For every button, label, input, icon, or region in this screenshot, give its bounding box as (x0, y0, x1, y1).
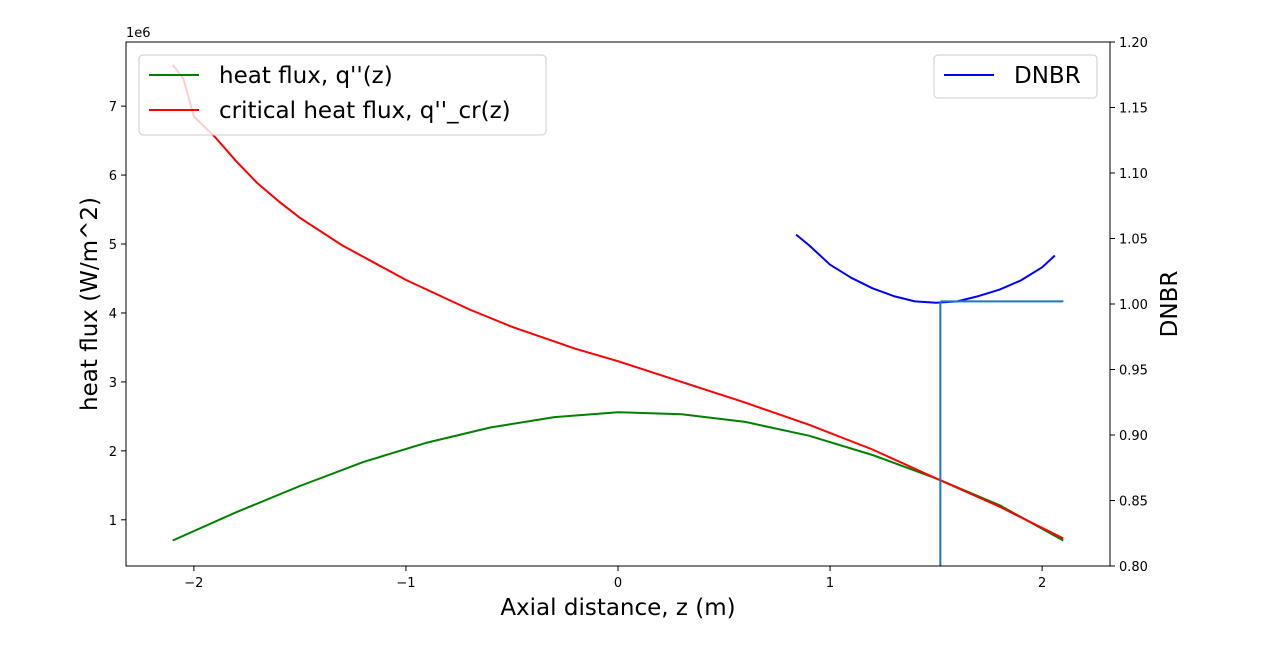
annotation-layer (939, 300, 1064, 566)
left-axis-offset-label: 1e6 (126, 26, 151, 41)
y-right-tick-label: 1.10 (1119, 167, 1148, 182)
legend-left-box (138, 54, 547, 136)
y-axis-right-ticks: 0.80 0.85 0.90 0.95 1.00 1.05 1.10 1.15 1.20 (1110, 36, 1148, 575)
y-left-tick-label: 5 (109, 238, 117, 253)
y-left-tick-label: 4 (109, 307, 117, 322)
legend-label-critical-heat-flux: critical heat flux, q''_cr(z) (219, 98, 511, 124)
x-tick-label: −2 (184, 576, 203, 591)
series-layer (171, 64, 1064, 542)
x-tick-label: 1 (826, 576, 834, 591)
legend-label-dnbr: DNBR (1014, 63, 1081, 89)
legend-right: DNBR (933, 54, 1098, 99)
y-right-tick-label: 0.80 (1119, 560, 1148, 575)
y-right-tick-label: 0.95 (1119, 364, 1148, 379)
legend-left: heat flux, q''(z) critical heat flux, q'… (138, 54, 547, 136)
y-axis-right-label: DNBR (1157, 271, 1183, 338)
series-line-dnbr (795, 233, 1056, 304)
y-axis-left-label: heat flux (W/m^2) (77, 197, 103, 411)
y-left-tick-label: 2 (109, 445, 117, 460)
y-left-tick-label: 6 (109, 169, 117, 184)
y-right-tick-label: 1.00 (1119, 298, 1148, 313)
y-left-tick-label: 1 (109, 514, 117, 529)
x-tick-label: 0 (614, 576, 622, 591)
y-right-tick-label: 1.15 (1119, 102, 1148, 117)
y-left-tick-label: 7 (109, 100, 117, 115)
x-axis-ticks: −2 −1 0 1 2 (184, 566, 1046, 591)
y-left-tick-label: 3 (109, 376, 117, 391)
series-line-critical-heat-flux-q-cr-z (171, 64, 1064, 540)
x-tick-label: −1 (396, 576, 415, 591)
series-line-heat-flux-q-z (172, 411, 1064, 542)
legend-label-heat-flux: heat flux, q''(z) (219, 63, 393, 89)
y-right-tick-label: 0.90 (1119, 429, 1148, 444)
y-axis-left-ticks: 1 2 3 4 5 6 7 (109, 100, 126, 529)
x-axis-label: Axial distance, z (m) (500, 595, 735, 621)
y-right-tick-label: 0.85 (1119, 495, 1148, 510)
y-right-tick-label: 1.20 (1119, 36, 1148, 51)
x-tick-label: 2 (1038, 576, 1046, 591)
legend-right-box (933, 54, 1098, 99)
y-right-tick-label: 1.05 (1119, 233, 1148, 248)
